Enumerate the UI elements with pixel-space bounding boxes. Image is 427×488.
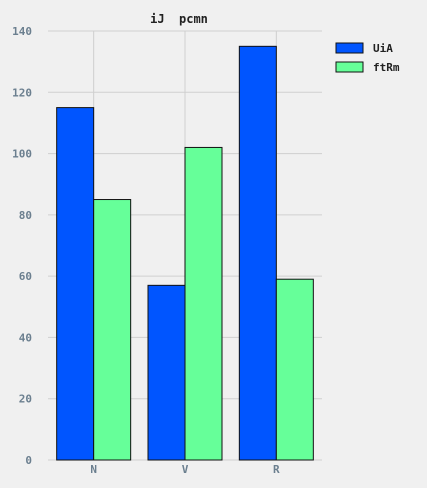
legend-label: ftRm — [373, 61, 400, 74]
legend-swatch — [335, 61, 364, 73]
x-tick-label: V — [182, 463, 189, 476]
bar-ftRm-V — [184, 146, 223, 461]
legend-label: UiA — [373, 42, 393, 55]
bar-UiA-V — [147, 284, 186, 461]
y-tick-label: 20 — [19, 393, 32, 406]
y-tick-label: 100 — [12, 148, 32, 161]
x-tick-label: N — [90, 463, 97, 476]
y-tick-label: 0 — [25, 454, 32, 467]
y-tick-label: 140 — [12, 25, 32, 38]
x-tick-label: R — [273, 463, 280, 476]
bar-ftRm-N — [93, 199, 132, 461]
bar-ftRm-R — [275, 278, 314, 461]
y-tick-label: 120 — [12, 86, 32, 99]
y-tick-label: 40 — [19, 331, 32, 344]
y-tick-label: 60 — [19, 270, 32, 283]
legend-swatch — [335, 42, 364, 54]
bar-UiA-N — [56, 107, 95, 461]
legend: UiA ftRm — [335, 42, 400, 74]
chart-title: iJ pcmn — [150, 12, 208, 26]
y-tick-label: 80 — [19, 209, 32, 222]
bars — [56, 45, 314, 461]
y-axis: 0 20 40 60 80 100 120 140 — [12, 25, 32, 467]
bar-UiA-R — [238, 45, 277, 461]
